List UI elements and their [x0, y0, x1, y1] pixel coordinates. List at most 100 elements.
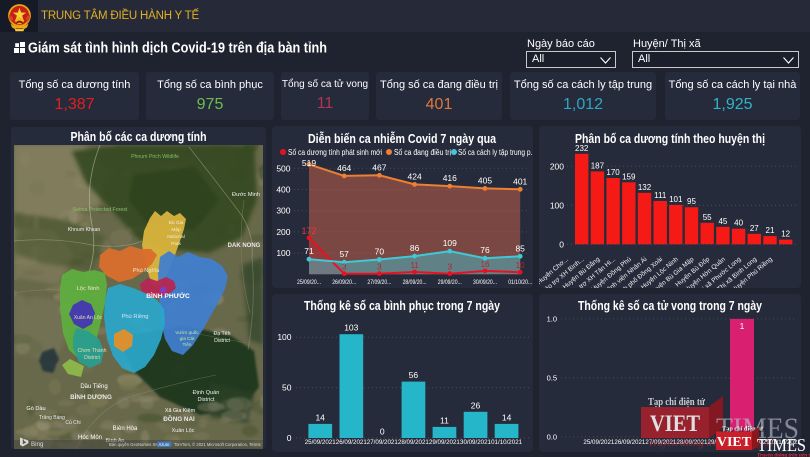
svg-text:401: 401 [513, 176, 527, 186]
svg-text:Số ca cách ly tập trung p...: Số ca cách ly tập trung p... [458, 148, 533, 157]
svg-text:VIET: VIET [650, 411, 700, 436]
svg-text:27/09/20...: 27/09/20... [367, 279, 391, 286]
svg-text:Truyền thông trên nền tảng số: Truyền thông trên nền tảng số [648, 438, 774, 449]
svg-text:25/09/2021: 25/09/2021 [305, 439, 336, 446]
svg-text:16: 16 [481, 260, 490, 269]
svg-text:27/09/2021: 27/09/2021 [645, 439, 676, 446]
svg-text:10: 10 [516, 261, 525, 270]
svg-text:11: 11 [410, 261, 419, 270]
svg-text:45: 45 [718, 217, 727, 226]
svg-text:TomTom, © 2021 Microsoft Corpo: TomTom, © 2021 Microsoft Corporation, Te… [174, 442, 261, 447]
svg-text:21: 21 [766, 226, 775, 235]
svg-text:3: 3 [448, 263, 453, 272]
svg-text:Đước Minh: Đước Minh [232, 192, 260, 198]
svg-text:14: 14 [315, 412, 325, 422]
svg-text:26/09/2021: 26/09/2021 [336, 439, 367, 446]
svg-text:National: National [167, 234, 185, 240]
svg-text:26/09/2021: 26/09/2021 [614, 439, 645, 446]
svg-text:Bing: Bing [31, 441, 44, 448]
svg-text:405: 405 [478, 175, 492, 185]
svg-text:464: 464 [337, 163, 351, 173]
svg-text:103: 103 [344, 323, 358, 333]
svg-text:100: 100 [276, 248, 290, 258]
svg-text:3: 3 [377, 263, 382, 272]
svg-text:District: District [197, 397, 215, 403]
svg-text:76: 76 [480, 245, 490, 255]
svg-text:Seima Protected Forest: Seima Protected Forest [73, 207, 128, 213]
svg-text:519: 519 [302, 158, 316, 168]
svg-text:01/10/20...: 01/10/20... [508, 279, 532, 286]
svg-text:132: 132 [638, 183, 652, 192]
svg-text:57: 57 [339, 249, 349, 259]
svg-text:Xuân Lộc: Xuân Lộc [172, 428, 195, 434]
svg-text:100: 100 [550, 200, 564, 210]
svg-text:95: 95 [687, 197, 696, 206]
svg-text:200: 200 [550, 161, 564, 171]
svg-text:Park: Park [171, 241, 181, 247]
svg-text:Hóc Môn: Hóc Môn [78, 435, 102, 441]
svg-text:Phú Riềng: Phú Riềng [121, 314, 148, 320]
svg-text:14: 14 [502, 412, 512, 422]
svg-text:Bản quyền GeoNames SIO,: Bản quyền GeoNames SIO, [109, 442, 161, 447]
svg-text:Xuân An Lộc: Xuân An Lộc [74, 315, 103, 321]
svg-text:Diễn biến ca nhiễm Covid 7 ngà: Diễn biến ca nhiễm Covid 7 ngày qua [308, 131, 497, 146]
svg-text:BÌNH PHƯỚC: BÌNH PHƯỚC [146, 291, 190, 300]
svg-text:Định Quán: Định Quán [193, 390, 220, 396]
svg-text:1: 1 [740, 321, 745, 331]
svg-text:Tạp chí điện tử: Tạp chí điện tử [722, 426, 763, 433]
svg-text:28/09/20...: 28/09/20... [403, 279, 427, 286]
svg-text:86: 86 [410, 243, 420, 253]
svg-text:56: 56 [409, 370, 419, 380]
svg-text:Khnum Khsan: Khnum Khsan [68, 227, 101, 233]
svg-text:Đạ Tẻh: Đạ Tẻh [214, 331, 231, 337]
svg-text:100: 100 [277, 332, 291, 342]
svg-text:40: 40 [734, 219, 743, 228]
svg-text:3: 3 [342, 263, 347, 272]
svg-text:Dầu Tiếng: Dầu Tiếng [80, 384, 107, 390]
svg-text:DAK NONG: DAK NONG [228, 243, 261, 249]
svg-text:TIMES: TIMES [757, 435, 806, 455]
svg-text:0.5: 0.5 [547, 373, 557, 382]
svg-text:Phnum Prich Wildlife: Phnum Prich Wildlife [131, 154, 179, 160]
svg-text:109: 109 [443, 238, 457, 248]
svg-text:29/09/2021: 29/09/2021 [429, 439, 460, 446]
svg-text:467: 467 [372, 162, 386, 172]
svg-text:11: 11 [440, 415, 449, 425]
svg-text:Azure: Azure [159, 442, 171, 447]
svg-text:187: 187 [591, 161, 605, 170]
svg-text:400: 400 [276, 185, 290, 195]
svg-text:Giám sát tình hình dịch Covid-: Giám sát tình hình dịch Covid-19 trên đị… [28, 41, 327, 57]
svg-text:0: 0 [287, 433, 292, 443]
svg-text:Mập: Mập [171, 227, 181, 233]
svg-text:172: 172 [301, 226, 316, 236]
svg-text:25/09/20...: 25/09/20... [297, 279, 321, 286]
svg-text:55: 55 [703, 213, 712, 222]
svg-text:VIET: VIET [717, 435, 752, 450]
svg-text:Xã Gia Kiệm: Xã Gia Kiệm [165, 408, 196, 414]
svg-text:30/09/2021: 30/09/2021 [460, 439, 491, 446]
svg-text:0.0: 0.0 [547, 432, 557, 441]
svg-text:District: District [214, 338, 230, 344]
svg-text:232: 232 [575, 144, 589, 153]
svg-text:Lộc Ninh: Lộc Ninh [77, 286, 100, 292]
svg-text:101: 101 [669, 195, 683, 204]
svg-text:27: 27 [750, 224, 759, 233]
svg-text:28/09/2021: 28/09/2021 [677, 439, 708, 446]
svg-text:Vườn quốc: Vườn quốc [175, 330, 199, 335]
svg-text:Phân bố ca dương tính theo huy: Phân bố ca dương tính theo huyện thị [575, 131, 765, 146]
svg-text:111: 111 [654, 191, 667, 200]
svg-text:01/10/2021: 01/10/2021 [770, 439, 801, 446]
svg-text:26: 26 [471, 400, 481, 410]
svg-text:Phân bố các ca dương tính: Phân bố các ca dương tính [71, 130, 207, 144]
svg-text:Biên Hòa: Biên Hòa [113, 426, 138, 432]
svg-text:Số ca dương tính phát sinh mới: Số ca dương tính phát sinh mới [288, 148, 382, 157]
svg-text:71: 71 [304, 246, 314, 256]
svg-text:29/09/20...: 29/09/20... [438, 279, 462, 286]
svg-text:0: 0 [380, 427, 385, 437]
svg-text:50: 50 [282, 383, 292, 393]
svg-text:Trảng Bàng: Trảng Bàng [39, 415, 65, 421]
svg-text:28/09/2021: 28/09/2021 [398, 439, 429, 446]
svg-text:424: 424 [408, 171, 422, 181]
svg-text:159: 159 [622, 172, 636, 181]
svg-text:300: 300 [276, 206, 290, 216]
